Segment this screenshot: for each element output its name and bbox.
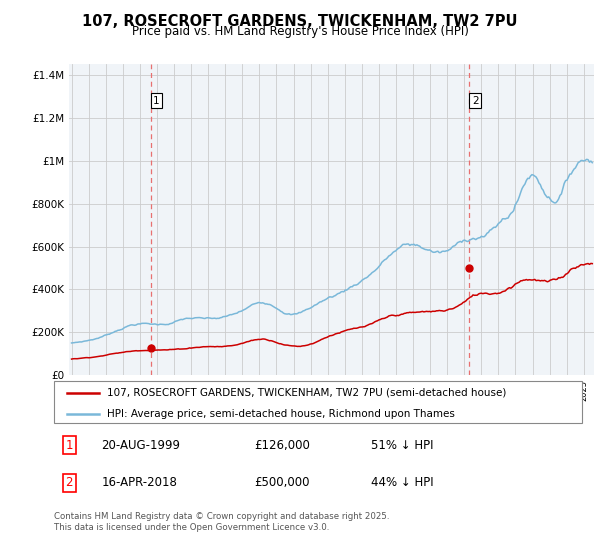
Text: 1: 1 <box>153 96 160 106</box>
Text: 1: 1 <box>65 438 73 451</box>
Text: 2: 2 <box>472 96 478 106</box>
Text: 20-AUG-1999: 20-AUG-1999 <box>101 438 181 451</box>
Text: HPI: Average price, semi-detached house, Richmond upon Thames: HPI: Average price, semi-detached house,… <box>107 409 455 418</box>
Text: 51% ↓ HPI: 51% ↓ HPI <box>371 438 433 451</box>
Text: £126,000: £126,000 <box>254 438 311 451</box>
Text: 2: 2 <box>65 477 73 489</box>
FancyBboxPatch shape <box>54 381 582 423</box>
Text: 16-APR-2018: 16-APR-2018 <box>101 477 178 489</box>
Text: Price paid vs. HM Land Registry's House Price Index (HPI): Price paid vs. HM Land Registry's House … <box>131 25 469 38</box>
Text: 44% ↓ HPI: 44% ↓ HPI <box>371 477 433 489</box>
Text: Contains HM Land Registry data © Crown copyright and database right 2025.
This d: Contains HM Land Registry data © Crown c… <box>54 512 389 532</box>
Text: 107, ROSECROFT GARDENS, TWICKENHAM, TW2 7PU (semi-detached house): 107, ROSECROFT GARDENS, TWICKENHAM, TW2 … <box>107 388 506 398</box>
Text: 107, ROSECROFT GARDENS, TWICKENHAM, TW2 7PU: 107, ROSECROFT GARDENS, TWICKENHAM, TW2 … <box>82 14 518 29</box>
Text: £500,000: £500,000 <box>254 477 310 489</box>
